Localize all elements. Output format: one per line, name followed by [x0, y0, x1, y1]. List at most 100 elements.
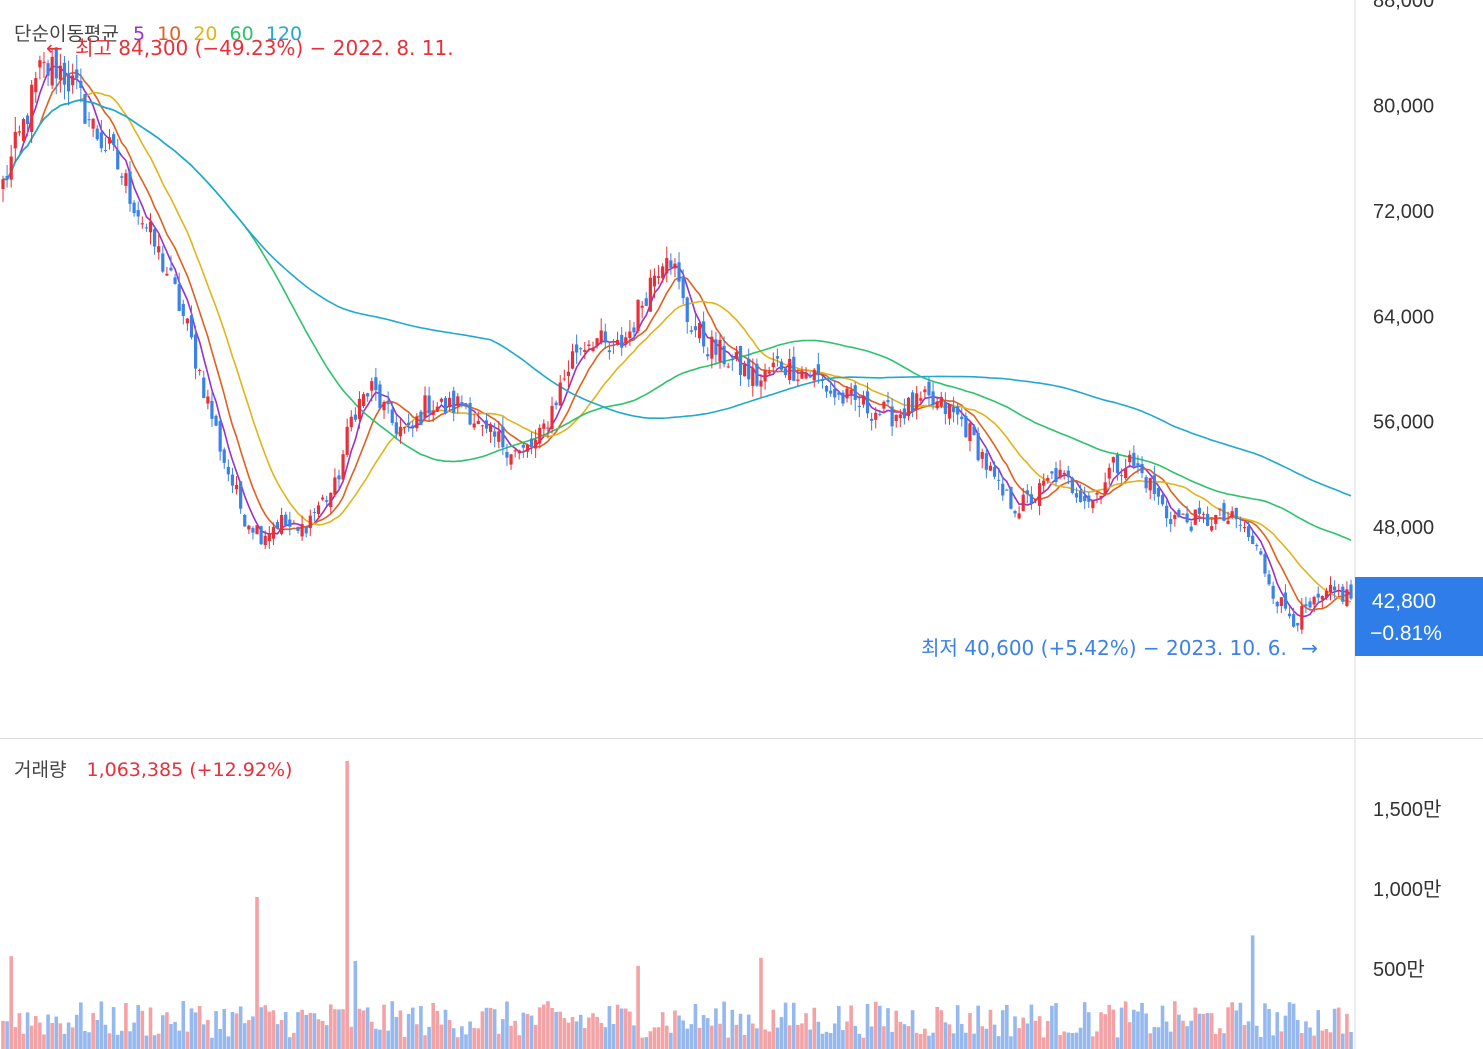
volume-bar — [1279, 1031, 1284, 1049]
candle-body — [169, 267, 173, 271]
candle-body — [1062, 472, 1066, 475]
volume-bar — [5, 1021, 9, 1049]
candle-body — [1349, 584, 1353, 599]
candle-body — [644, 298, 648, 306]
volume-bar — [1082, 1002, 1087, 1049]
candle-body — [124, 173, 128, 186]
volume-bar — [1222, 1033, 1226, 1049]
candle-body — [218, 421, 222, 452]
candle-body — [984, 453, 988, 470]
candle-body — [902, 408, 906, 419]
candle-body — [1222, 503, 1226, 521]
volume-bar — [1177, 1014, 1181, 1049]
volume-bar — [1054, 1003, 1058, 1049]
volume-bar — [517, 1035, 522, 1049]
candle-body — [1001, 483, 1005, 496]
candle-body — [702, 321, 706, 347]
volume-bar — [1140, 1002, 1144, 1049]
volume-bar — [869, 1026, 874, 1049]
volume-bar — [882, 1026, 886, 1049]
price-tick-label: 48,000 — [1373, 517, 1434, 539]
volume-bar — [865, 1003, 870, 1049]
volume-bar — [525, 1013, 530, 1049]
volume-bar — [1041, 1037, 1046, 1049]
volume-bar — [464, 1034, 468, 1049]
volume-bar — [1000, 1010, 1005, 1049]
current-price: 42,800 — [1372, 590, 1436, 613]
candle-body — [792, 356, 796, 381]
price-tick-label: 56,000 — [1373, 412, 1434, 434]
candle-body — [1238, 524, 1242, 526]
volume-bar — [111, 1007, 116, 1049]
volume-bar — [636, 965, 640, 1049]
volume-bar — [607, 1006, 612, 1049]
candle-body — [706, 354, 710, 357]
volume-bar — [1173, 1001, 1177, 1049]
candle-body — [529, 438, 534, 447]
volume-bar — [300, 1009, 304, 1049]
volume-bar — [1033, 1020, 1038, 1049]
volume-bar — [247, 1020, 251, 1049]
volume-bar — [767, 1031, 771, 1049]
candle-body — [751, 368, 755, 387]
candle-body — [25, 115, 30, 125]
volume-bars — [1, 761, 1353, 1049]
ma60-line — [2, 99, 1352, 542]
candle-body — [95, 128, 99, 140]
volume-bar — [1168, 1031, 1173, 1049]
candle-body — [583, 349, 587, 352]
candle-body — [275, 522, 280, 529]
volume-bar — [906, 1026, 911, 1049]
volume-bar — [615, 1004, 620, 1049]
volume-bar — [992, 1024, 997, 1049]
candle-body — [947, 404, 952, 419]
volume-bar — [181, 1001, 186, 1049]
volume-bar — [779, 1017, 784, 1049]
candle-body — [558, 382, 562, 406]
volume-bar — [185, 1031, 190, 1049]
candle-body — [570, 351, 575, 369]
volume-bar — [1332, 1008, 1337, 1049]
candle-body — [1328, 584, 1333, 593]
volume-bar — [1009, 1036, 1013, 1049]
volume-bar — [1304, 1021, 1308, 1049]
candle-body — [931, 391, 935, 406]
candle-body — [964, 416, 968, 438]
candle-body — [710, 336, 714, 359]
candle-body — [1025, 490, 1029, 495]
candle-body — [222, 449, 226, 463]
candle-body — [997, 479, 1001, 481]
volume-bar — [1136, 1011, 1140, 1049]
volume-bar — [947, 1024, 952, 1049]
volume-bar — [1312, 1035, 1316, 1049]
volume-bar — [197, 1006, 202, 1049]
candle-body — [140, 223, 144, 225]
volume-bar — [1185, 1026, 1189, 1049]
volume-bar — [599, 1022, 604, 1049]
price-axis: 40,00048,00056,00064,00072,00080,00088,0… — [1373, 0, 1434, 645]
candle-body — [808, 376, 812, 378]
candle-body — [1292, 614, 1296, 627]
volume-bar — [1181, 1020, 1185, 1049]
candle-body — [271, 527, 276, 539]
candle-body — [17, 131, 21, 133]
volume-bar — [611, 1023, 616, 1049]
volume-bar — [931, 1032, 935, 1049]
candle-body — [972, 426, 976, 435]
candle-body — [579, 348, 583, 350]
volume-bar — [46, 1014, 50, 1049]
candle-body — [1234, 507, 1238, 520]
candle-body — [1128, 454, 1132, 463]
volume-tick-label: 500만 — [1373, 958, 1425, 981]
volume-bar — [1209, 1013, 1214, 1049]
candle-body — [677, 262, 681, 282]
candle-body — [509, 454, 513, 465]
candle-body — [308, 515, 312, 529]
volume-bar — [419, 1006, 423, 1049]
candle-body — [923, 389, 927, 393]
volume-bar — [54, 1016, 59, 1049]
candle-body — [419, 411, 423, 425]
candle-body — [956, 406, 960, 415]
candle-body — [1201, 513, 1206, 515]
